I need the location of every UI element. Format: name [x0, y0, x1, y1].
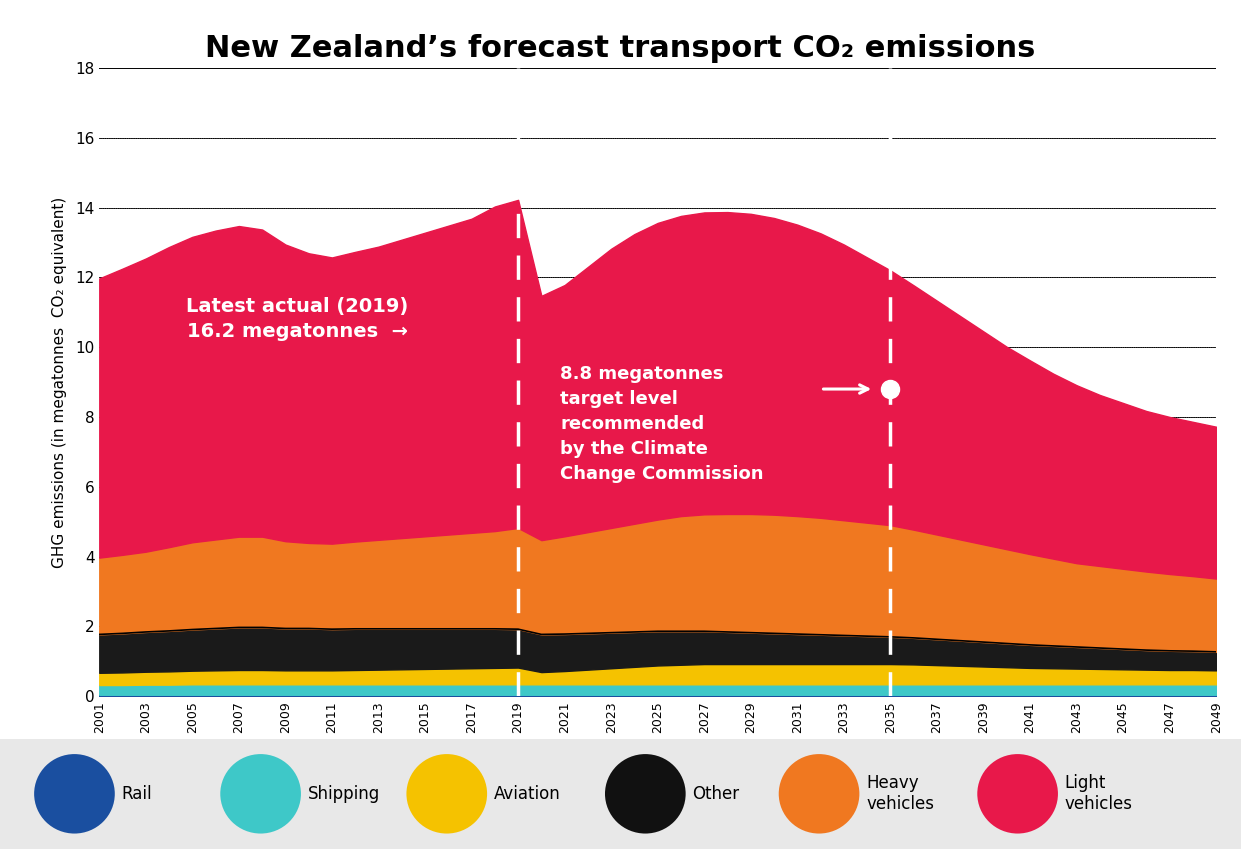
Y-axis label: GHG emissions (in megatonnes  CO₂ equivalent): GHG emissions (in megatonnes CO₂ equival… — [52, 196, 67, 568]
Text: Latest actual (2019)
16.2 megatonnes  →: Latest actual (2019) 16.2 megatonnes → — [186, 297, 408, 341]
Ellipse shape — [34, 754, 114, 834]
Text: Aviation: Aviation — [494, 784, 561, 803]
Text: Shipping: Shipping — [308, 784, 380, 803]
Ellipse shape — [407, 754, 486, 834]
Ellipse shape — [977, 754, 1057, 834]
Ellipse shape — [221, 754, 300, 834]
Text: New Zealand’s forecast transport CO₂ emissions: New Zealand’s forecast transport CO₂ emi… — [205, 34, 1036, 63]
Text: Light
vehicles: Light vehicles — [1065, 774, 1133, 813]
Text: Heavy
vehicles: Heavy vehicles — [866, 774, 934, 813]
Ellipse shape — [606, 754, 686, 834]
Ellipse shape — [779, 754, 859, 834]
Text: Rail: Rail — [122, 784, 153, 803]
Text: 8.8 megatonnes
target level
recommended
by the Climate
Change Commission: 8.8 megatonnes target level recommended … — [560, 364, 763, 482]
Text: Other: Other — [692, 784, 740, 803]
